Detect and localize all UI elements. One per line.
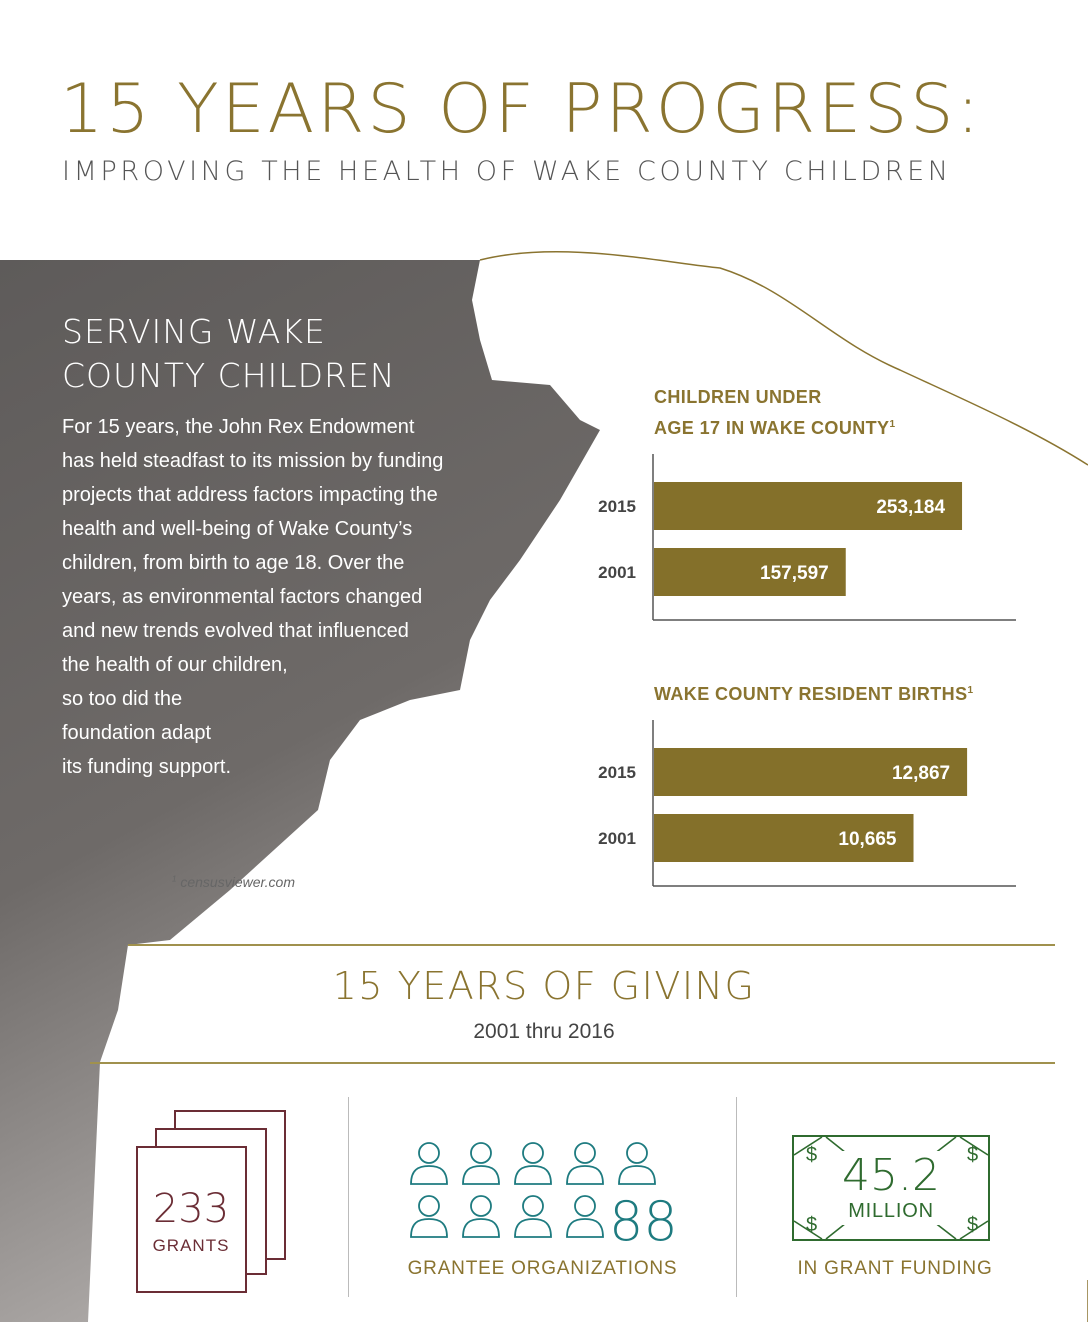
- paragraph-line: has held steadfast to its mission by fun…: [62, 450, 444, 472]
- paragraph-line: children, from birth to age 18. Over the: [62, 552, 405, 574]
- chart-title-line: CHILDREN UNDER: [654, 387, 822, 407]
- dollar-sign-icon: $: [967, 1144, 978, 1166]
- person-icon: [462, 1142, 500, 1185]
- section-divider: [90, 1062, 1055, 1064]
- grants-label: GRANTS: [152, 1236, 230, 1255]
- chart-title-line: WAKE COUNTY RESIDENT BIRTHS: [654, 684, 968, 704]
- section-divider: [128, 944, 1055, 946]
- hero-outline: [479, 251, 1088, 466]
- giving-title: 15 YEARS OF GIVING: [332, 964, 756, 1008]
- person-icon: [514, 1195, 552, 1238]
- person-icon: [566, 1195, 604, 1238]
- chart-title-births: WAKE COUNTY RESIDENT BIRTHS1: [654, 677, 1054, 708]
- stacked-cards-icon: [136, 1146, 247, 1293]
- paragraph-line: foundation adapt: [62, 722, 212, 744]
- giving-date-range: 2001 thru 2016: [473, 1020, 615, 1043]
- category-label: 2015: [598, 497, 636, 516]
- hero-paragraph: For 15 years, the John Rex Endowment has…: [62, 410, 443, 784]
- grants-count: 233: [152, 1186, 230, 1232]
- category-label: 2001: [598, 829, 636, 848]
- footnote-marker: 1: [172, 874, 177, 884]
- hero-silhouette: [0, 260, 600, 1322]
- footnote-text: censusviewer.com: [180, 874, 295, 890]
- column-divider: [348, 1097, 349, 1297]
- bar-2001: [654, 814, 914, 862]
- children-bar-chart: 2015 253,184 2001 157,597: [598, 454, 1016, 621]
- page-title: 15 YEARS OF PROGRESS:: [60, 70, 983, 149]
- organizations-label: GRANTEE ORGANIZATIONS: [407, 1258, 678, 1279]
- person-icon: [410, 1142, 448, 1185]
- births-bar-chart: 2015 12,867 2001 10,665: [598, 720, 1016, 887]
- funding-amount: 45.2: [842, 1150, 940, 1201]
- bar-2015: [654, 482, 963, 530]
- person-icon: [462, 1195, 500, 1238]
- paragraph-line: so too did the: [62, 688, 183, 710]
- person-icon: [618, 1142, 656, 1185]
- chart-title-line: AGE 17 IN WAKE COUNTY: [654, 418, 890, 438]
- funding-label: IN GRANT FUNDING: [797, 1258, 993, 1279]
- funding-unit: MILLION: [848, 1200, 934, 1222]
- category-label: 2015: [598, 763, 636, 782]
- bar-value-label: 253,184: [876, 497, 945, 518]
- dollar-bill-icon: $ $ $ $: [792, 1135, 990, 1241]
- bar-value-label: 157,597: [760, 563, 829, 584]
- person-icon: [410, 1195, 448, 1238]
- chart-title-footnote-ref: 1: [967, 685, 974, 696]
- page-subtitle: IMPROVING THE HEALTH OF WAKE COUNTY CHIL…: [62, 156, 952, 187]
- chart-title-footnote-ref: 1: [889, 419, 896, 430]
- paragraph-line: health and well-being of Wake County’s: [62, 518, 413, 540]
- paragraph-line: years, as environmental factors changed: [62, 586, 423, 608]
- organizations-count: 88: [609, 1190, 678, 1253]
- hero-heading: SERVING WAKE COUNTY CHILDREN: [62, 310, 462, 398]
- paragraph-line: and new trends evolved that influenced: [62, 620, 409, 642]
- dollar-sign-icon: $: [967, 1214, 978, 1236]
- bar-2015: [654, 748, 968, 796]
- dollar-sign-icon: $: [806, 1144, 817, 1166]
- chart-title-children: CHILDREN UNDER AGE 17 IN WAKE COUNTY1: [654, 384, 954, 442]
- hero-heading-line: COUNTY CHILDREN: [62, 356, 396, 395]
- person-icon: [566, 1142, 604, 1185]
- category-label: 2001: [598, 563, 636, 582]
- person-icon: [514, 1142, 552, 1185]
- bar-value-label: 12,867: [892, 763, 950, 784]
- bar-value-label: 10,665: [838, 829, 897, 850]
- hero-heading-line: SERVING WAKE: [62, 312, 326, 351]
- dollar-sign-icon: $: [806, 1214, 817, 1236]
- column-divider: [736, 1097, 737, 1297]
- bar-2001: [654, 548, 846, 596]
- paragraph-line: its funding support.: [62, 756, 231, 778]
- paragraph-line: the health of our children,: [62, 654, 288, 676]
- footnote: 1 censusviewer.com: [172, 874, 295, 890]
- paragraph-line: For 15 years, the John Rex Endowment: [62, 416, 415, 438]
- paragraph-line: projects that address factors impacting …: [62, 484, 438, 506]
